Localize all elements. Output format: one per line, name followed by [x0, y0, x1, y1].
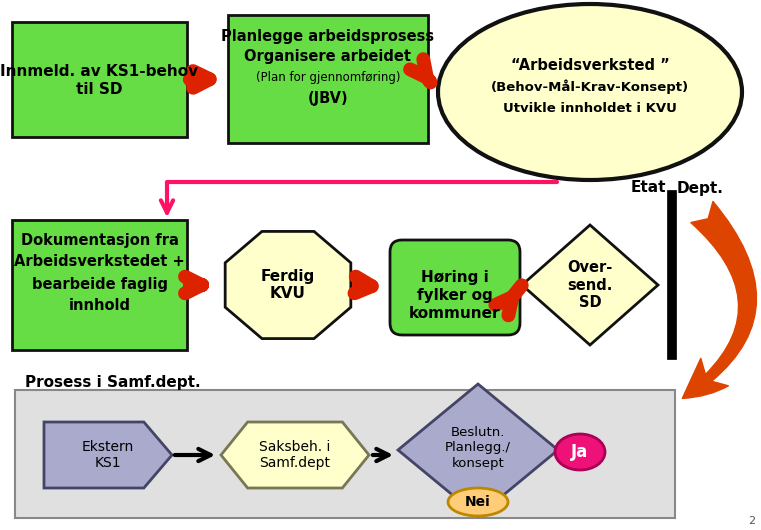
Polygon shape	[225, 232, 351, 339]
Bar	[15, 390, 675, 518]
FancyArrowPatch shape	[683, 201, 756, 399]
Ellipse shape	[438, 4, 742, 180]
Text: innhold: innhold	[68, 298, 130, 314]
Text: Nei: Nei	[465, 495, 491, 509]
Text: Over-
send.
SD: Over- send. SD	[567, 260, 613, 310]
Text: Beslutn.
Planlegg./
konsept: Beslutn. Planlegg./ konsept	[445, 427, 511, 470]
Text: fylker og: fylker og	[417, 288, 493, 303]
Text: Innmeld. av KS1-behov: Innmeld. av KS1-behov	[1, 64, 199, 79]
Text: Prosess i Samf.dept.: Prosess i Samf.dept.	[25, 375, 201, 390]
Text: Saksbeh. i
Samf.dept: Saksbeh. i Samf.dept	[260, 440, 331, 470]
Text: Høring i: Høring i	[421, 270, 489, 285]
Bar	[12, 220, 187, 350]
FancyBboxPatch shape	[390, 240, 520, 335]
Text: 2: 2	[748, 516, 755, 526]
Text: (Behov-Mål-Krav-Konsept): (Behov-Mål-Krav-Konsept)	[491, 80, 689, 94]
Text: Ja: Ja	[572, 443, 588, 461]
Bar	[12, 22, 187, 137]
Text: Utvikle innholdet i KVU: Utvikle innholdet i KVU	[503, 102, 677, 114]
Text: Dokumentasjon fra: Dokumentasjon fra	[21, 233, 178, 248]
Text: (Plan for gjennomføring): (Plan for gjennomføring)	[256, 70, 400, 84]
Polygon shape	[221, 422, 369, 488]
Polygon shape	[44, 422, 172, 488]
Text: Arbeidsverkstedet +: Arbeidsverkstedet +	[14, 254, 185, 269]
Polygon shape	[522, 225, 658, 345]
Text: Ekstern
KS1: Ekstern KS1	[82, 440, 134, 470]
Text: (JBV): (JBV)	[307, 92, 349, 107]
Text: Etat: Etat	[630, 181, 666, 196]
Polygon shape	[398, 384, 558, 516]
Bar	[228, 15, 428, 143]
Text: til SD: til SD	[76, 82, 123, 97]
Ellipse shape	[555, 434, 605, 470]
Text: Dept.: Dept.	[677, 181, 724, 196]
Text: Organisere arbeidet: Organisere arbeidet	[244, 49, 412, 65]
Text: Ferdig
KVU: Ferdig KVU	[261, 269, 315, 301]
Text: “Arbeidsverksted ”: “Arbeidsverksted ”	[511, 58, 670, 74]
Ellipse shape	[448, 488, 508, 516]
Text: Planlegge arbeidsprosess: Planlegge arbeidsprosess	[221, 30, 435, 45]
Text: kommuner: kommuner	[409, 306, 501, 321]
Text: bearbeide faglig: bearbeide faglig	[31, 277, 167, 292]
